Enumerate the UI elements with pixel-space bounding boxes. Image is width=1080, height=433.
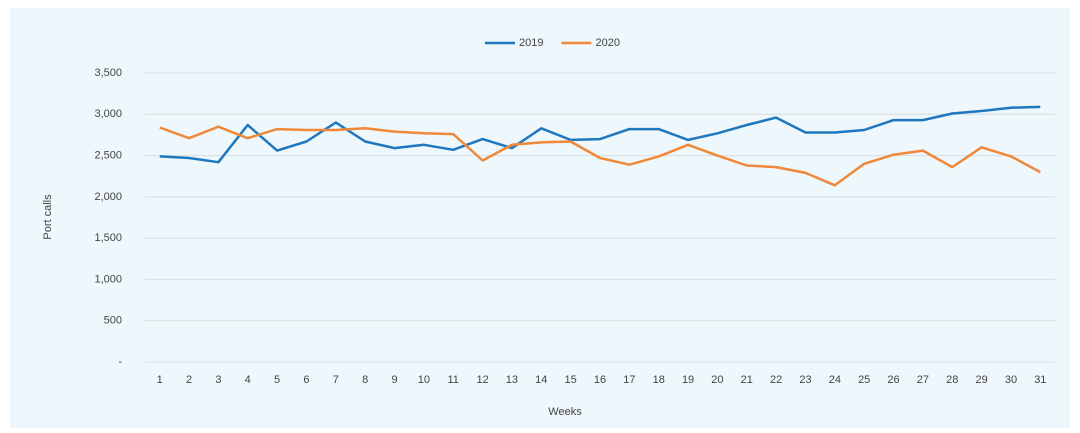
x-tick-label: 6	[303, 374, 309, 386]
y-tick-label: 3,500	[94, 67, 122, 79]
x-tick-label: 19	[682, 374, 694, 386]
x-tick-label: 31	[1034, 374, 1046, 386]
x-tick-label: 26	[887, 374, 899, 386]
x-tick-label: 1	[157, 374, 163, 386]
x-tick-label: 2	[186, 374, 192, 386]
y-tick-label: 2,500	[94, 149, 122, 161]
x-tick-label: 27	[917, 374, 929, 386]
x-tick-label: 25	[858, 374, 870, 386]
y-tick-label: -	[118, 356, 122, 368]
x-tick-label: 16	[594, 374, 606, 386]
x-tick-label: 8	[362, 374, 368, 386]
legend-label: 2019	[519, 37, 543, 49]
x-tick-label: 23	[799, 374, 811, 386]
y-tick-label: 1,500	[94, 232, 122, 244]
y-tick-label: 3,000	[94, 108, 122, 120]
y-tick-label: 500	[104, 315, 122, 327]
x-tick-label: 5	[274, 374, 280, 386]
x-tick-label: 15	[565, 374, 577, 386]
x-tick-label: 11	[448, 374, 459, 386]
legend-label: 2020	[595, 37, 619, 49]
x-tick-label: 28	[946, 374, 958, 386]
x-tick-label: 7	[333, 374, 339, 386]
x-tick-label: 30	[1005, 374, 1017, 386]
x-axis-label: Weeks	[548, 406, 582, 418]
x-tick-label: 3	[215, 374, 221, 386]
x-tick-label: 10	[418, 374, 430, 386]
x-tick-label: 9	[391, 374, 397, 386]
x-tick-label: 18	[653, 374, 665, 386]
x-tick-label: 13	[506, 374, 518, 386]
series-line	[159, 125, 1041, 187]
series-line	[159, 105, 1041, 164]
x-tick-label: 20	[711, 374, 723, 386]
chart-background	[10, 8, 1070, 428]
x-tick-label: 17	[623, 374, 635, 386]
x-tick-label: 4	[245, 374, 251, 386]
y-tick-label: 2,000	[94, 191, 122, 203]
x-tick-label: 24	[829, 374, 841, 386]
x-tick-label: 29	[975, 374, 987, 386]
x-tick-label: 14	[535, 374, 547, 386]
x-tick-label: 21	[741, 374, 753, 386]
y-tick-label: 1,000	[94, 273, 122, 285]
y-axis-label: Port calls	[42, 194, 54, 240]
x-tick-label: 12	[476, 374, 488, 386]
x-tick-label: 22	[770, 374, 782, 386]
